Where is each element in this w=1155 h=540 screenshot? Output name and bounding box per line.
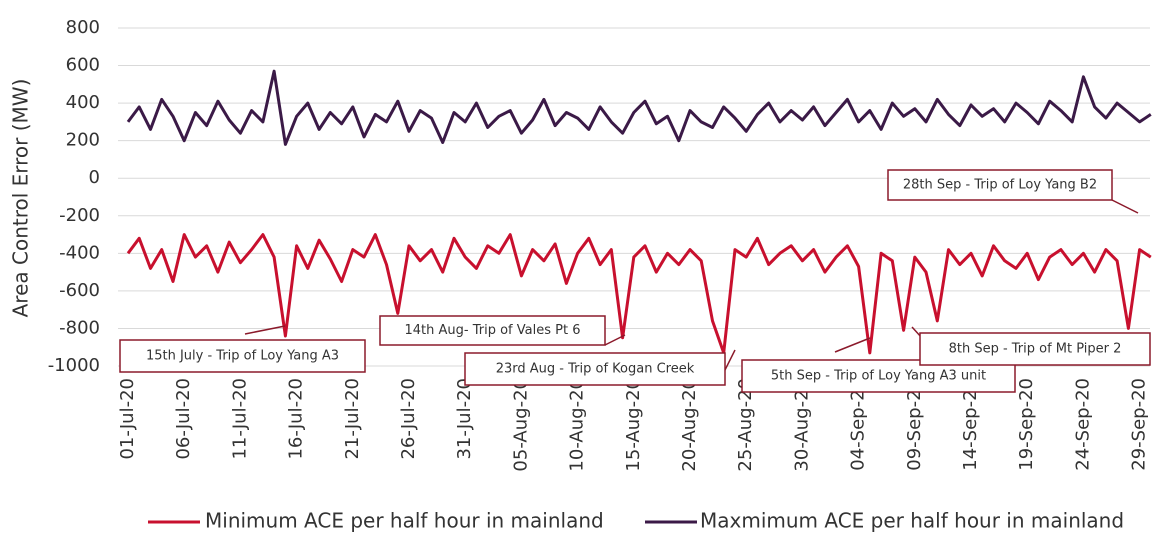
annotation-text: 28th Sep - Trip of Loy Yang B2 — [903, 178, 1097, 193]
x-tick-label: 30-Aug-20 — [791, 378, 812, 472]
annotation-text: 14th Aug- Trip of Vales Pt 6 — [405, 323, 581, 338]
annotation-text: 23rd Aug - Trip of Kogan Creek — [496, 362, 695, 377]
annotation-text: 5th Sep - Trip of Loy Yang A3 unit — [771, 369, 986, 384]
annotation-text: 8th Sep - Trip of Mt Piper 2 — [949, 342, 1122, 357]
y-tick-label: -800 — [59, 317, 100, 338]
legend-label: Minimum ACE per half hour in mainland — [205, 509, 604, 533]
annotation-connector — [604, 334, 626, 346]
y-tick-label: 200 — [66, 130, 100, 151]
x-tick-label: 24-Sep-20 — [1072, 378, 1093, 471]
y-tick-label: 800 — [66, 17, 100, 38]
x-tick-label: 15-Aug-20 — [623, 378, 644, 472]
y-tick-label: 0 — [89, 167, 100, 188]
y-tick-label: 600 — [66, 55, 100, 76]
y-tick-label: -1000 — [48, 355, 100, 376]
x-tick-label: 06-Jul-20 — [173, 378, 194, 460]
y-tick-label: -200 — [59, 205, 100, 226]
annotation-box — [464, 352, 726, 386]
x-tick-label: 04-Sep-20 — [848, 378, 869, 471]
annotation-box — [887, 169, 1113, 201]
x-tick-label: 26-Jul-20 — [398, 378, 419, 460]
y-tick-label: -400 — [59, 242, 100, 263]
x-tick-label: 05-Aug-20 — [510, 378, 531, 472]
legend-label: Maxmimum ACE per half hour in mainland — [700, 509, 1124, 533]
x-tick-label: 21-Jul-20 — [342, 378, 363, 460]
annotation-box — [919, 332, 1151, 366]
data-line — [126, 233, 1152, 355]
x-tick-label: 09-Sep-20 — [904, 378, 925, 471]
annotation-connector — [1111, 199, 1139, 214]
annotation-text: 15th July - Trip of Loy Yang A3 — [146, 349, 339, 364]
data-line — [126, 69, 1152, 146]
x-tick-label: 29-Sep-20 — [1129, 378, 1150, 471]
annotation-connector — [244, 325, 286, 335]
annotation-connector — [724, 349, 736, 371]
x-tick-label: 14-Sep-20 — [960, 378, 981, 471]
y-tick-label: -600 — [59, 280, 100, 301]
x-tick-label: 20-Aug-20 — [679, 378, 700, 472]
annotation-box — [379, 315, 606, 346]
y-tick-label: 400 — [66, 92, 100, 113]
x-tick-label: 01-Jul-20 — [117, 378, 138, 460]
annotation-connector — [834, 337, 871, 353]
annotation-box — [119, 339, 366, 373]
x-tick-label: 25-Aug-20 — [735, 378, 756, 472]
x-tick-label: 10-Aug-20 — [567, 378, 588, 472]
y-axis-label: Area Control Error (MW) — [9, 79, 33, 318]
x-tick-label: 16-Jul-20 — [286, 378, 307, 460]
x-tick-label: 11-Jul-20 — [229, 378, 250, 460]
x-tick-label: 31-Jul-20 — [454, 378, 475, 460]
x-tick-label: 19-Sep-20 — [1016, 378, 1037, 471]
